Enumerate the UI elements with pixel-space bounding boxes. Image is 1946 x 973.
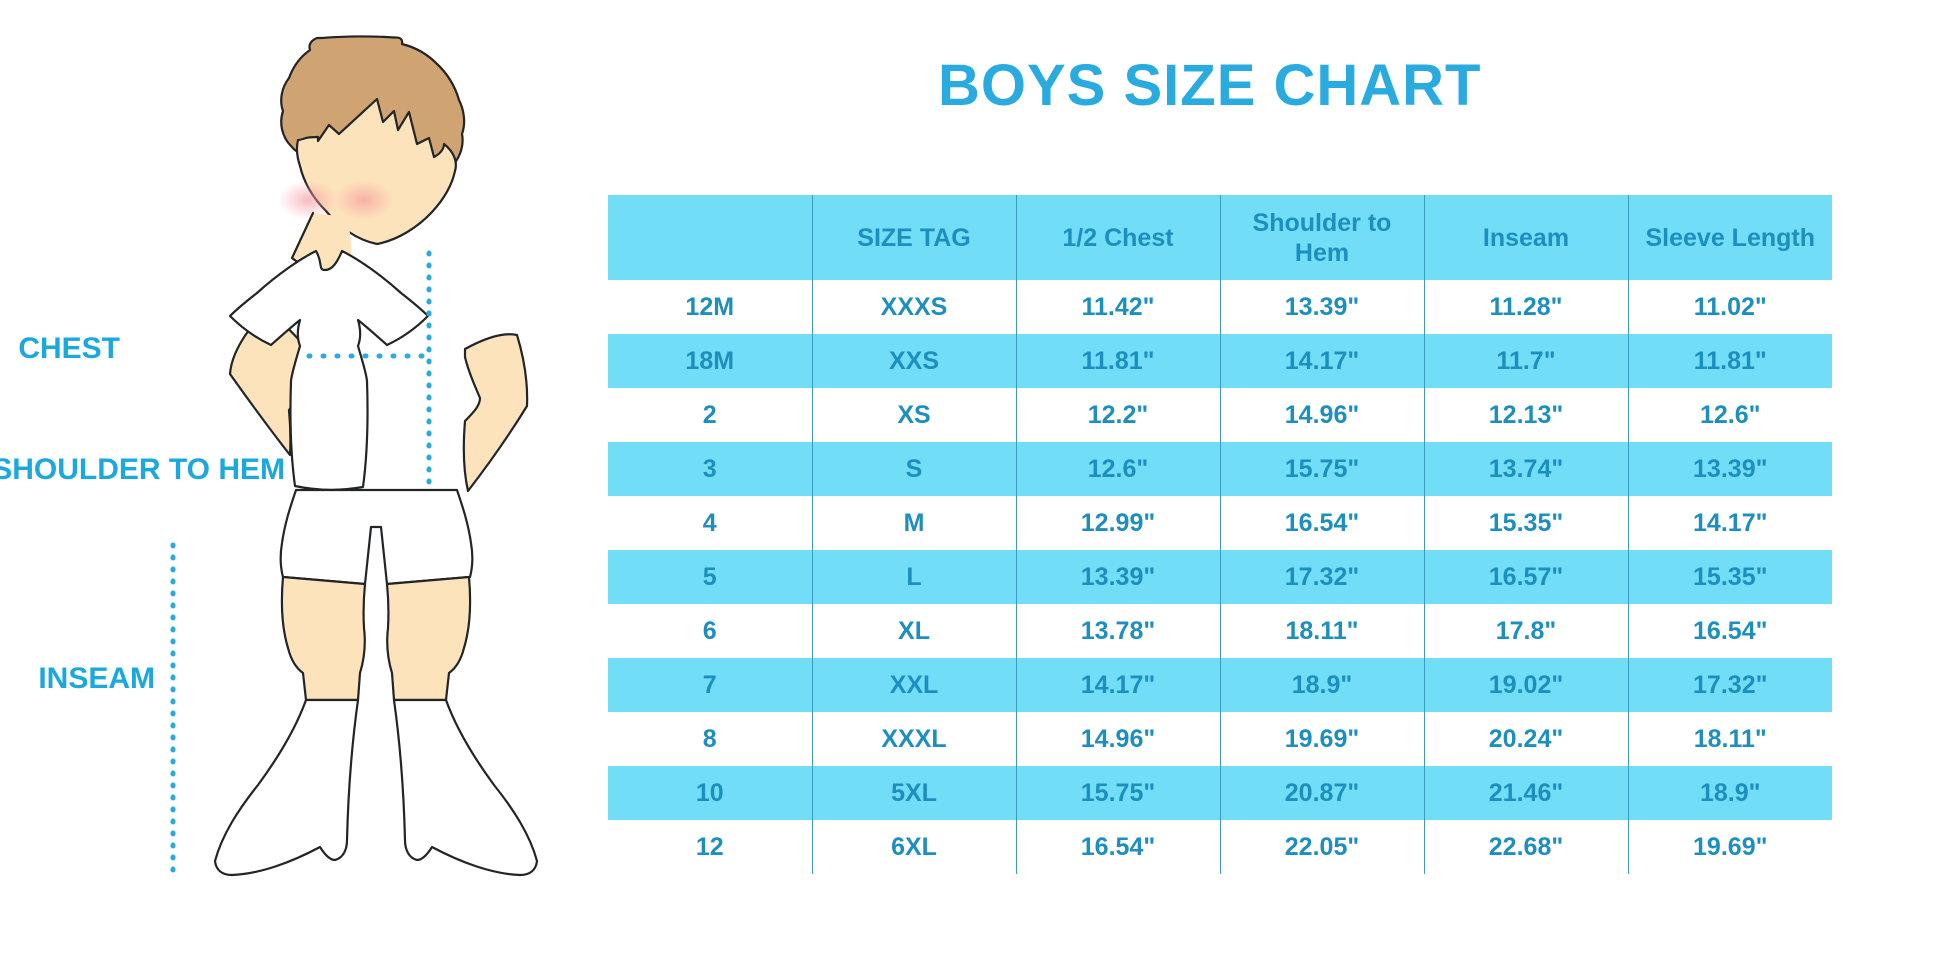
svg-text:SHOULDER TO HEM: SHOULDER TO HEM xyxy=(0,453,285,486)
svg-text:INSEAM: INSEAM xyxy=(38,662,155,695)
svg-text:CHEST: CHEST xyxy=(18,332,120,365)
